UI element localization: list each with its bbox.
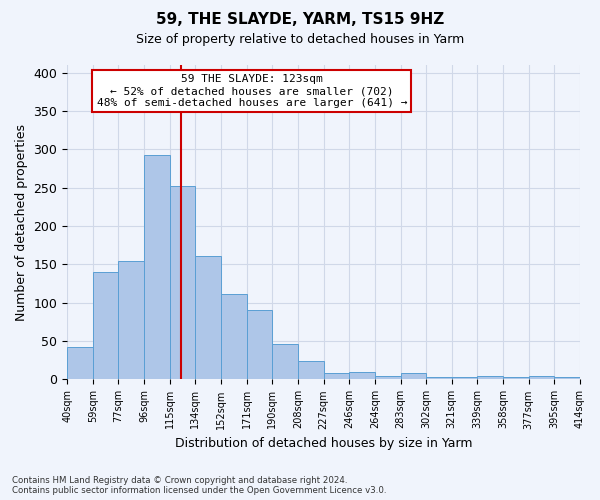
Text: Size of property relative to detached houses in Yarm: Size of property relative to detached ho…	[136, 32, 464, 46]
Bar	[478, 376, 503, 380]
Text: Contains HM Land Registry data © Crown copyright and database right 2024.
Contai: Contains HM Land Registry data © Crown c…	[12, 476, 386, 495]
Bar	[144, 154, 170, 380]
Bar	[503, 377, 529, 380]
Bar	[93, 272, 118, 380]
Bar	[375, 376, 401, 380]
Bar	[118, 260, 144, 380]
Bar	[426, 377, 452, 380]
Bar	[298, 361, 323, 380]
Bar	[170, 186, 196, 380]
Bar	[554, 377, 580, 380]
Bar	[349, 372, 375, 380]
Text: 59, THE SLAYDE, YARM, TS15 9HZ: 59, THE SLAYDE, YARM, TS15 9HZ	[156, 12, 444, 28]
X-axis label: Distribution of detached houses by size in Yarm: Distribution of detached houses by size …	[175, 437, 472, 450]
Bar	[401, 374, 426, 380]
Y-axis label: Number of detached properties: Number of detached properties	[15, 124, 28, 320]
Bar	[221, 294, 247, 380]
Bar	[529, 376, 554, 380]
Bar	[452, 377, 478, 380]
Text: 59 THE SLAYDE: 123sqm
← 52% of detached houses are smaller (702)
48% of semi-det: 59 THE SLAYDE: 123sqm ← 52% of detached …	[97, 74, 407, 108]
Bar	[272, 344, 298, 380]
Bar	[67, 347, 93, 380]
Bar	[247, 310, 272, 380]
Bar	[323, 372, 349, 380]
Bar	[196, 256, 221, 380]
